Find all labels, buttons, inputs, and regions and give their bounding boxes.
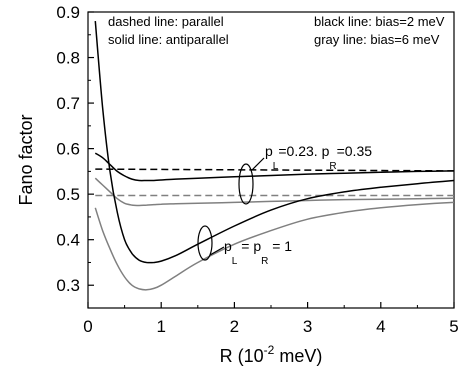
y-tick-label: 0.8 [56,49,80,68]
y-tick-label: 0.3 [56,276,80,295]
x-ticks: 0 1 2 3 4 5 [83,302,459,336]
annotation-parameters-2: pL = pR = 1 [224,238,292,267]
y-tick-label: 0.4 [56,231,80,250]
plot-frame [87,11,455,309]
note-dashed: dashed line: parallel [108,14,224,29]
x-axis-title: R (10-2 meV) [220,343,323,366]
y-tick-label: 0.6 [56,140,80,159]
y-axis-title: Fano factor [16,114,36,205]
series-gray-solid-line [94,201,455,291]
annotation-leader-2 [209,246,225,256]
x-tick-label: 1 [156,317,165,336]
y-tick-label: 0.9 [56,3,80,22]
note-gray: gray line: bias=6 meV [314,32,440,47]
x-tick-label: 4 [376,317,385,336]
annotation-ellipse-2 [197,225,213,261]
annotation-ellipse-1 [238,163,254,205]
annotation-parameters-1: pL=0.23. pR=0.35 [265,143,372,172]
x-tick-label: 0 [83,317,92,336]
y-ticks: 0.3 0.4 0.5 0.6 0.7 0.8 0.9 [56,3,94,295]
note-solid: solid line: antiparallel [108,32,229,47]
series-black-dashed-line [95,168,455,172]
x-tick-label: 5 [449,317,458,336]
x-tick-label: 2 [230,317,239,336]
x-tick-label: 3 [303,317,312,336]
series-gray-solid-line [94,177,455,207]
y-tick-label: 0.7 [56,94,80,113]
series-black-solid-line [94,152,455,182]
series-black-solid-line [94,21,455,264]
annotation-leader-1 [251,157,265,171]
note-black: black line: bias=2 meV [314,14,445,29]
series-group [94,21,455,291]
y-tick-label: 0.5 [56,185,80,204]
